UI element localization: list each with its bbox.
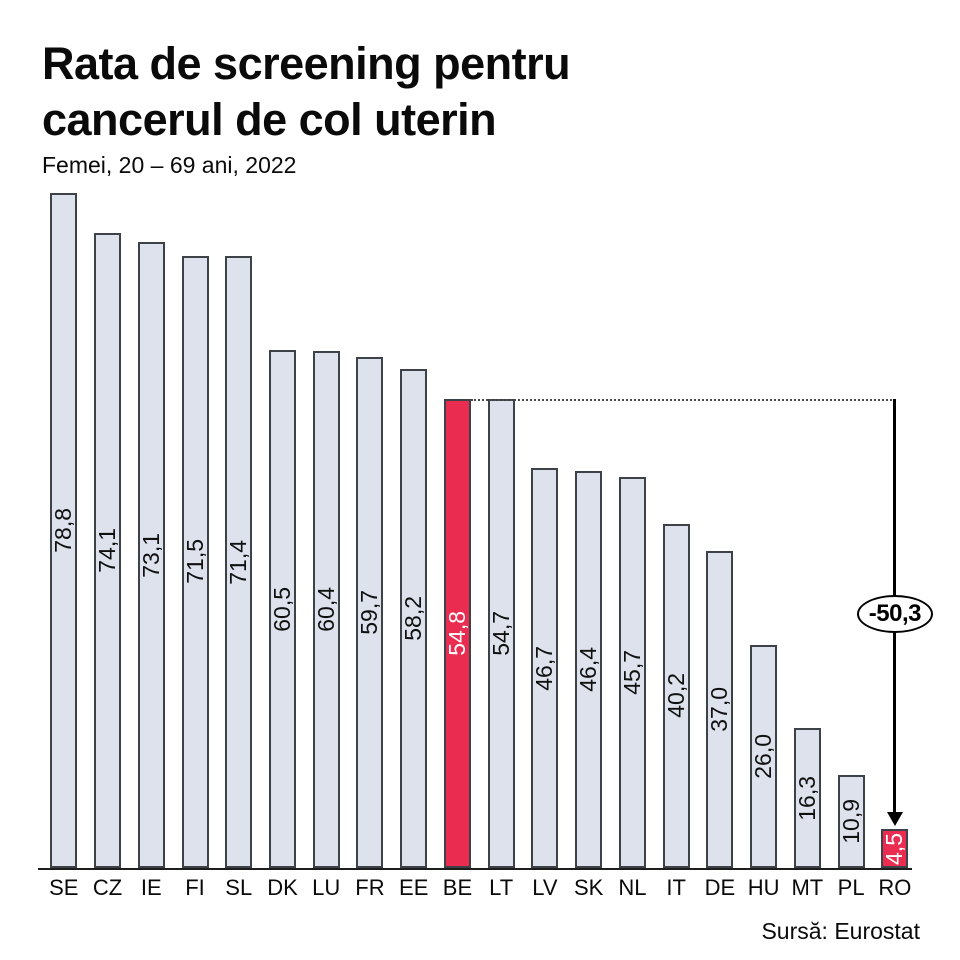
bar-value-fr: 59,7 <box>356 589 383 635</box>
bar-se: 78,8 <box>50 193 78 868</box>
x-axis-label-nl: NL <box>618 875 647 900</box>
bar-mt: 16,3 <box>793 728 821 868</box>
x-axis-label-de: DE <box>704 875 736 900</box>
plot-area: 78,8 SE 74,1 CZ 73,1 IE 71,5 FI 71,4 SL 60,5 DK 60,4… <box>38 193 933 900</box>
bar-value-it: 40,2 <box>662 673 689 719</box>
x-axis-label-hu: HU <box>747 875 780 900</box>
bar-value-lu: 60,4 <box>312 586 339 632</box>
x-axis-label-mt: MT <box>791 875 824 900</box>
bar-value-se: 78,8 <box>50 508 77 553</box>
x-axis-label-ie: IE <box>140 875 162 900</box>
x-axis-label-sl: SL <box>225 875 253 900</box>
title-line-1: Rata de screening pentru <box>42 38 571 89</box>
x-axis-label-lv: LV <box>532 875 558 900</box>
x-axis-label-ro: RO <box>878 875 912 900</box>
x-axis-label-fi: FI <box>185 875 205 900</box>
bar-value-mt: 16,3 <box>793 775 820 821</box>
bar-value-sl: 71,4 <box>225 539 252 585</box>
bar-value-ro: 4,5 <box>881 832 908 865</box>
x-axis-label-lu: LU <box>312 875 341 900</box>
chart-subtitle: Femei, 20 – 69 ani, 2022 <box>42 152 297 178</box>
bar-hu: 26,0 <box>750 645 778 868</box>
x-axis-label-fr: FR <box>355 875 385 900</box>
bar-pl: 10,9 <box>837 774 865 868</box>
bar-dk: 60,5 <box>269 349 296 868</box>
x-axis-label-sk: SK <box>573 875 604 900</box>
bar-value-fi: 71,5 <box>181 539 208 585</box>
bar-ro: 4,5 <box>881 829 909 868</box>
bar-sl: 71,4 <box>225 256 253 868</box>
bar-ee: 58,2 <box>400 369 428 868</box>
x-axis-label-lt: LT <box>489 875 514 900</box>
bar-value-de: 37,0 <box>706 687 733 732</box>
bar-de: 37,0 <box>706 551 734 868</box>
bar-nl: 45,7 <box>618 476 646 868</box>
bar-cz: 74,1 <box>94 233 122 868</box>
bar-be: 54,8 <box>443 398 471 868</box>
reference-dotted-line <box>470 398 895 401</box>
bar-ie: 73,1 <box>137 241 165 868</box>
bar-lu: 60,4 <box>312 350 340 868</box>
bar-value-sk: 46,4 <box>575 646 602 692</box>
x-axis-label-be: BE <box>442 875 473 900</box>
bar-value-lv: 46,7 <box>531 645 558 691</box>
bar-value-cz: 74,1 <box>94 528 121 574</box>
bar-it: 40,2 <box>662 523 690 868</box>
bar-value-ie: 73,1 <box>137 532 164 578</box>
bar-fr: 59,7 <box>356 356 384 868</box>
x-axis-label-dk: DK <box>267 875 298 900</box>
bar-value-nl: 45,7 <box>618 649 645 695</box>
bar-value-dk: 60,5 <box>269 586 295 632</box>
bar-value-lt: 54,7 <box>487 611 514 657</box>
page-title: Rata de screening pentru cancerul de col… <box>42 36 571 148</box>
arrow-head-icon <box>886 812 903 827</box>
source-credit: Sursă: Eurostat <box>761 918 920 944</box>
bar-lv: 46,7 <box>531 467 559 868</box>
bar-sk: 46,4 <box>575 470 603 868</box>
x-axis-label-pl: PL <box>837 875 865 900</box>
bar-value-pl: 10,9 <box>837 798 864 844</box>
bar-value-ee: 58,2 <box>400 596 427 642</box>
bar-value-be: 54,8 <box>443 610 470 656</box>
difference-annotation-badge: -50,3 <box>856 595 933 634</box>
bar-value-hu: 26,0 <box>750 734 777 780</box>
bar-lt: 54,7 <box>487 399 515 868</box>
x-axis-label-it: IT <box>666 875 686 900</box>
x-axis-label-cz: CZ <box>92 875 123 900</box>
title-line-2: cancerul de col uterin <box>42 94 497 145</box>
bar-fi: 71,5 <box>181 255 209 868</box>
x-axis-label-ee: EE <box>399 875 429 900</box>
x-axis-label-se: SE <box>49 875 79 900</box>
